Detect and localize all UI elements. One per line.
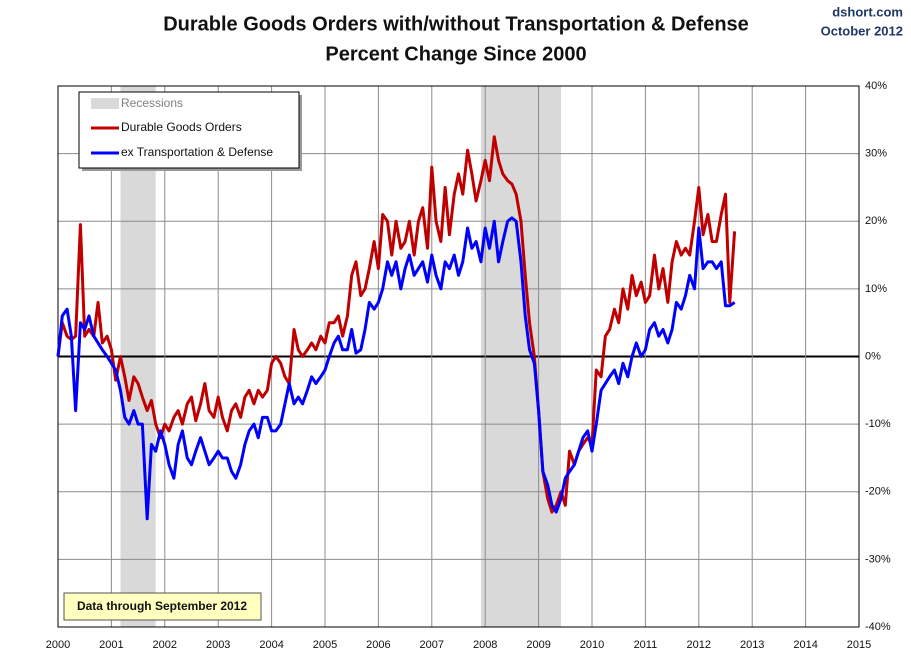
source: dshort.com — [832, 4, 903, 19]
chart-subtitle: Percent Change Since 2000 — [325, 43, 586, 65]
x-tick-label: 2006 — [366, 639, 390, 651]
x-tick-label: 2009 — [526, 639, 550, 651]
x-tick-label: 2013 — [740, 639, 764, 651]
source-date: October 2012 — [821, 23, 903, 38]
chart-title: Durable Goods Orders with/without Transp… — [163, 13, 749, 35]
data-line — [56, 135, 737, 514]
x-tick-label: 2012 — [687, 639, 711, 651]
y-tick-label: -20% — [865, 486, 891, 498]
x-tick-label: 2002 — [153, 639, 177, 651]
x-tick-label: 2015 — [847, 639, 871, 651]
x-tick-label: 2003 — [206, 639, 230, 651]
annotation: Data through September 2012 — [77, 599, 247, 613]
x-tick-label: 2004 — [259, 639, 283, 651]
x-tick-label: 2007 — [420, 639, 444, 651]
x-tick-label: 2000 — [46, 639, 70, 651]
legend-label: Durable Goods Orders — [121, 120, 242, 134]
y-tick-label: -10% — [865, 418, 891, 430]
legend-label: Recessions — [121, 96, 183, 110]
y-tick-label: 20% — [865, 215, 887, 227]
y-tick-label: 30% — [865, 148, 887, 160]
legend-swatch — [91, 98, 119, 109]
x-tick-label: 2014 — [793, 639, 817, 651]
y-tick-label: 0% — [865, 350, 881, 362]
y-tick-label: 40% — [865, 80, 887, 92]
y-tick-label: -30% — [865, 553, 891, 565]
annotation-box — [63, 592, 262, 621]
x-tick-label: 2010 — [580, 639, 604, 651]
x-tick-label: 2001 — [99, 639, 123, 651]
data-line — [56, 216, 736, 521]
y-tick-label: -40% — [865, 621, 891, 633]
legend-label: ex Transportation & Defense — [121, 145, 273, 159]
y-tick-label: 10% — [865, 283, 887, 295]
x-tick-label: 2008 — [473, 639, 497, 651]
plot-area: 40% 30% 20% 10% 0% -10% -20% -30% -40% 2000 2001 20… — [46, 80, 891, 651]
x-tick-label: 2011 — [634, 639, 658, 651]
x-tick-label: 2005 — [313, 639, 337, 651]
